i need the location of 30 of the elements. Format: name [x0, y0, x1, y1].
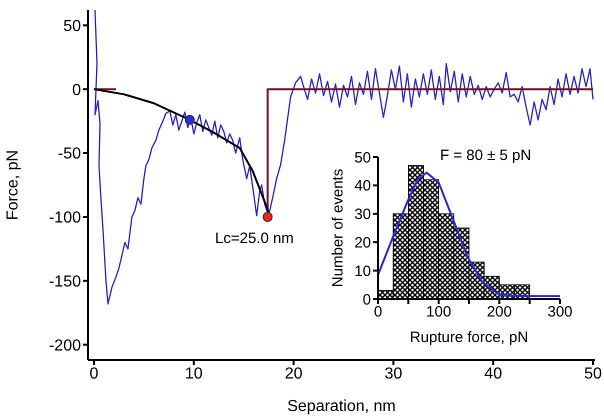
x-tick-label: 300 — [547, 304, 573, 321]
x-tick-label: 0 — [374, 304, 382, 321]
y-axis-title: Force, pN — [4, 150, 22, 220]
y-tick-label: 50 — [63, 18, 82, 36]
x-tick-label: 30 — [384, 365, 402, 382]
x-tick-label: 20 — [284, 365, 303, 382]
y-axis-title: Number of events — [329, 168, 346, 288]
x-tick-label: 200 — [486, 304, 512, 321]
annotation: Lc=25.0 nm — [215, 230, 294, 247]
line-series — [94, 10, 594, 304]
x-tick-label: 10 — [184, 365, 203, 382]
y-tick-label: 0 — [72, 82, 82, 99]
x-tick-label: 100 — [426, 304, 452, 321]
x-tick-label: 50 — [584, 365, 602, 382]
y-tick-label: 0 — [362, 291, 371, 308]
y-tick-label: 40 — [354, 178, 371, 195]
y-tick-label: -100 — [48, 210, 82, 227]
x-tick-label: 40 — [484, 365, 502, 382]
y-tick-label: 20 — [354, 234, 371, 252]
x-axis-title: Separation, nm — [287, 398, 396, 415]
y-tick-label: -50 — [58, 146, 82, 163]
y-tick-label: -150 — [48, 273, 82, 290]
y-tick-label: 10 — [354, 262, 371, 280]
line-series — [378, 172, 560, 298]
x-axis-title: Rupture force, pN — [410, 329, 528, 346]
chart-title: F = 80 ± 5 pN — [440, 147, 532, 164]
y-tick-label: -200 — [48, 337, 82, 354]
y-tick-label: 50 — [354, 149, 371, 166]
y-tick-label: 30 — [354, 206, 371, 224]
x-tick-label: 0 — [90, 365, 99, 382]
